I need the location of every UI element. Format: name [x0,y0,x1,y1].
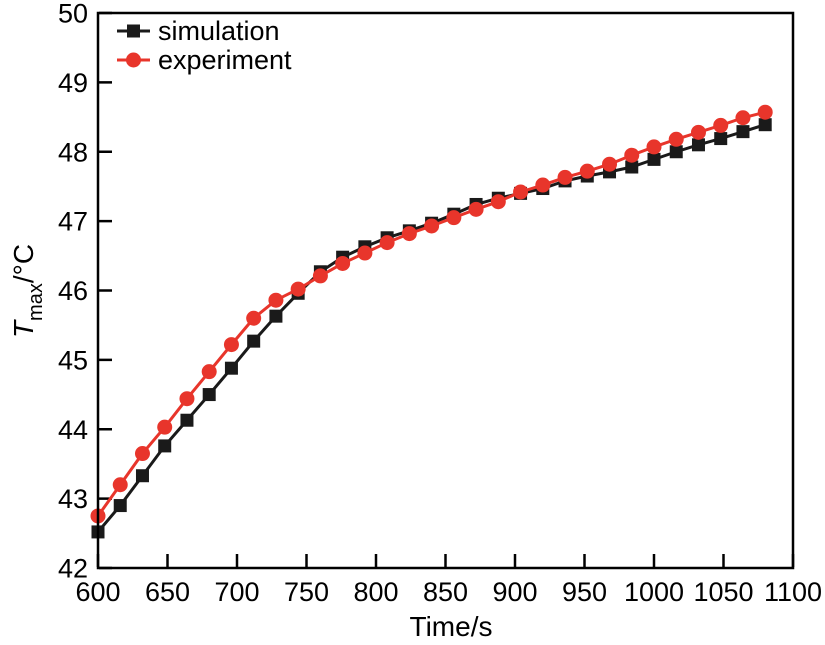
data-point-marker [335,255,351,271]
y-tick-label: 45 [58,345,88,375]
data-point-marker [513,184,529,200]
series-experiment [90,104,773,524]
data-point-marker [401,226,417,242]
x-tick-label: 1100 [764,577,822,607]
data-point-marker [179,391,195,407]
data-point-marker [357,245,373,261]
data-point-marker [557,169,573,185]
data-point-marker [646,139,662,155]
y-tick-label: 49 [58,68,88,98]
plot-frame [96,11,795,570]
data-point-marker [714,132,728,146]
x-tick-label: 750 [284,577,329,607]
data-point-marker [223,337,239,353]
data-point-marker [647,152,661,166]
data-point-marker [713,117,729,133]
series-line-simulation [96,123,766,533]
data-point-marker [669,145,683,159]
data-point-marker [691,138,705,152]
x-axis-title: Time/s [410,611,493,642]
y-tick-label: 47 [58,207,88,237]
series-simulation [91,118,772,539]
data-point-marker [468,201,484,217]
legend-label-simulation: simulation [158,16,280,46]
y-axis-title-subscript: max [24,283,47,321]
data-point-marker [180,413,194,427]
y-tick-label: 48 [58,137,88,167]
x-tick-label: 600 [75,577,120,607]
x-tick-label: 950 [562,577,607,607]
data-point-marker [113,499,127,513]
data-point-marker [135,469,149,483]
data-point-marker [112,477,128,493]
legend-item-simulation: simulation [117,16,280,46]
data-point-marker [134,446,150,462]
data-point-marker [424,218,440,234]
data-point-marker [158,439,172,453]
series-line-experiment [96,110,766,517]
data-point-marker [290,281,306,297]
data-point-marker [157,419,173,435]
data-point-marker [735,110,751,126]
data-point-marker [758,118,772,132]
data-point-marker [736,125,750,139]
x-tick-label: 800 [353,577,398,607]
x-tick-label: 1000 [624,577,684,607]
y-tick-label: 44 [58,415,88,445]
data-point-marker [201,364,217,380]
data-point-marker [202,388,216,402]
data-point-marker [312,268,328,284]
data-point-marker [379,235,395,251]
y-tick-label: 46 [58,276,88,306]
data-point-marker [224,361,238,375]
x-tick-label: 650 [145,577,190,607]
y-axis-title-unit: /°C [8,243,40,284]
y-axis-title: Tmax/°C [8,243,47,339]
y-tick-label: 43 [58,484,88,514]
data-point-marker [668,131,684,147]
y-tick-label: 42 [58,554,88,584]
data-point-marker [246,310,262,326]
data-point-marker [690,124,706,140]
data-point-marker [268,292,284,308]
data-point-marker [602,156,618,172]
data-point-marker [535,177,551,193]
x-tick-label: 850 [423,577,468,607]
x-tick-label: 900 [492,577,537,607]
data-series [90,104,773,539]
y-axis-title-symbol: T [8,320,40,339]
x-tick-label: 700 [214,577,259,607]
legend-marker-experiment [126,52,141,68]
data-point-marker [490,194,506,210]
y-tick-label: 50 [58,0,88,29]
axis-ticks [96,11,795,570]
data-point-marker [625,160,639,174]
x-tick-label: 1050 [693,577,753,607]
data-point-marker [269,309,283,323]
axis-tick-labels: 600 650 700 750 800 850 900 950 1000 1050 1100 42 43… [58,0,822,607]
data-point-marker [579,163,595,179]
legend-label-experiment: experiment [158,45,292,75]
data-point-marker [624,147,640,163]
legend-item-experiment: experiment [117,45,292,75]
data-point-marker [247,334,261,348]
data-point-marker [446,210,462,226]
legend-marker-simulation [127,24,140,38]
data-point-marker [757,104,773,120]
